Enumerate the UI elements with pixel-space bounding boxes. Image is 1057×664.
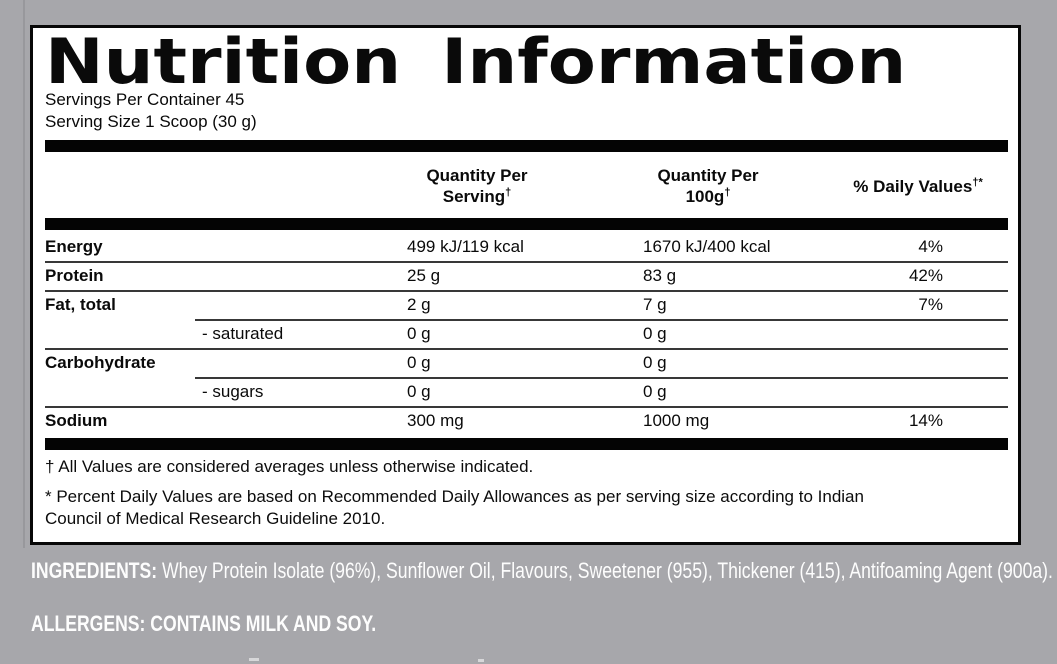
cutoff-text-mark — [478, 659, 484, 662]
value-per-serving: 2 g — [407, 295, 431, 314]
value-per-100g: 1670 kJ/400 kcal — [643, 237, 771, 256]
ingredients-label: INGREDIENTS: — [31, 558, 158, 583]
header-line1: % Daily Values — [853, 177, 973, 196]
nutrient-name: Sodium — [45, 411, 108, 430]
table-row-sugars: - sugars 0 g 0 g — [45, 377, 1008, 406]
value-per-serving: 499 kJ/119 kcal — [407, 237, 524, 256]
servings-per-container: Servings Per Container 45 — [45, 90, 245, 109]
value-daily-percent: 4% — [918, 237, 943, 256]
value-per-serving: 0 g — [407, 353, 431, 372]
value-per-100g: 1000 mg — [643, 411, 710, 430]
value-per-100g: 0 g — [643, 382, 667, 401]
header-line2: Serving — [442, 187, 506, 206]
value-per-100g: 0 g — [643, 324, 667, 343]
footnote-daily-values: * Percent Daily Values are based on Reco… — [45, 486, 864, 530]
divider-bar-bottom — [45, 438, 1008, 450]
value-per-100g: 83 g — [643, 266, 677, 285]
nutrient-name: Carbohydrate — [45, 353, 156, 372]
dagger-superscript: † — [505, 186, 512, 199]
divider-bar-header — [45, 218, 1008, 230]
value-daily-percent: 14% — [908, 411, 943, 430]
nutrient-name: Fat, total — [45, 295, 116, 314]
header-line1: Quantity Per — [426, 166, 528, 185]
value-per-serving: 0 g — [407, 382, 431, 401]
footnote-line2: Council of Medical Research Guideline 20… — [45, 509, 386, 528]
value-per-100g: 0 g — [643, 353, 667, 372]
value-per-serving: 300 mg — [407, 411, 464, 430]
column-header-daily-values: % Daily Values†* — [808, 176, 1028, 197]
value-per-100g: 7 g — [643, 295, 667, 314]
nutrition-information-panel: Nutrition Information Servings Per Conta… — [30, 25, 1021, 545]
table-row-saturated-fat: - saturated 0 g 0 g — [45, 319, 1008, 348]
footnote-averages: † All Values are considered averages unl… — [45, 457, 534, 476]
nutrition-table: Energy 499 kJ/119 kcal 1670 kJ/400 kcal … — [45, 232, 1008, 435]
value-daily-percent: 7% — [918, 295, 943, 314]
nutrient-name: - saturated — [202, 324, 284, 343]
column-header-quantity-per-serving: Quantity Per Serving† — [377, 165, 577, 207]
label-fold-line — [23, 0, 25, 548]
column-header-quantity-per-100g: Quantity Per 100g† — [608, 165, 808, 207]
value-daily-percent: 42% — [908, 266, 943, 285]
ingredients-line: INGREDIENTS: Whey Protein Isolate (96%),… — [31, 558, 1053, 584]
allergens-line: ALLERGENS: CONTAINS MILK AND SOY. — [31, 611, 377, 636]
table-row-protein: Protein 25 g 83 g 42% — [45, 261, 1008, 290]
nutrient-name: - sugars — [202, 382, 264, 401]
divider-bar-top — [45, 140, 1008, 152]
serving-size: Serving Size 1 Scoop (30 g) — [45, 112, 257, 131]
dagger-superscript: † — [724, 186, 731, 199]
table-row-energy: Energy 499 kJ/119 kcal 1670 kJ/400 kcal … — [45, 232, 1008, 261]
table-row-fat-total: Fat, total 2 g 7 g 7% — [45, 290, 1008, 319]
nutrient-name: Energy — [45, 237, 103, 256]
panel-title: Nutrition Information — [45, 25, 907, 98]
table-row-carbohydrate: Carbohydrate 0 g 0 g — [45, 348, 1008, 377]
value-per-serving: 25 g — [407, 266, 441, 285]
nutrient-name: Protein — [45, 266, 104, 285]
table-row-sodium: Sodium 300 mg 1000 mg 14% — [45, 406, 1008, 435]
value-per-serving: 0 g — [407, 324, 431, 343]
dagger-asterisk-superscript: †* — [972, 176, 983, 189]
header-line1: Quantity Per — [657, 166, 759, 185]
footnote-line1: * Percent Daily Values are based on Reco… — [45, 487, 864, 506]
table-header-row: Quantity Per Serving† Quantity Per 100g†… — [45, 162, 1008, 218]
panel-inner: Nutrition Information Servings Per Conta… — [33, 28, 1018, 542]
cutoff-text-mark — [249, 658, 259, 661]
header-line2: 100g — [685, 187, 725, 206]
ingredients-text: Whey Protein Isolate (96%), Sunflower Oi… — [157, 558, 1053, 583]
